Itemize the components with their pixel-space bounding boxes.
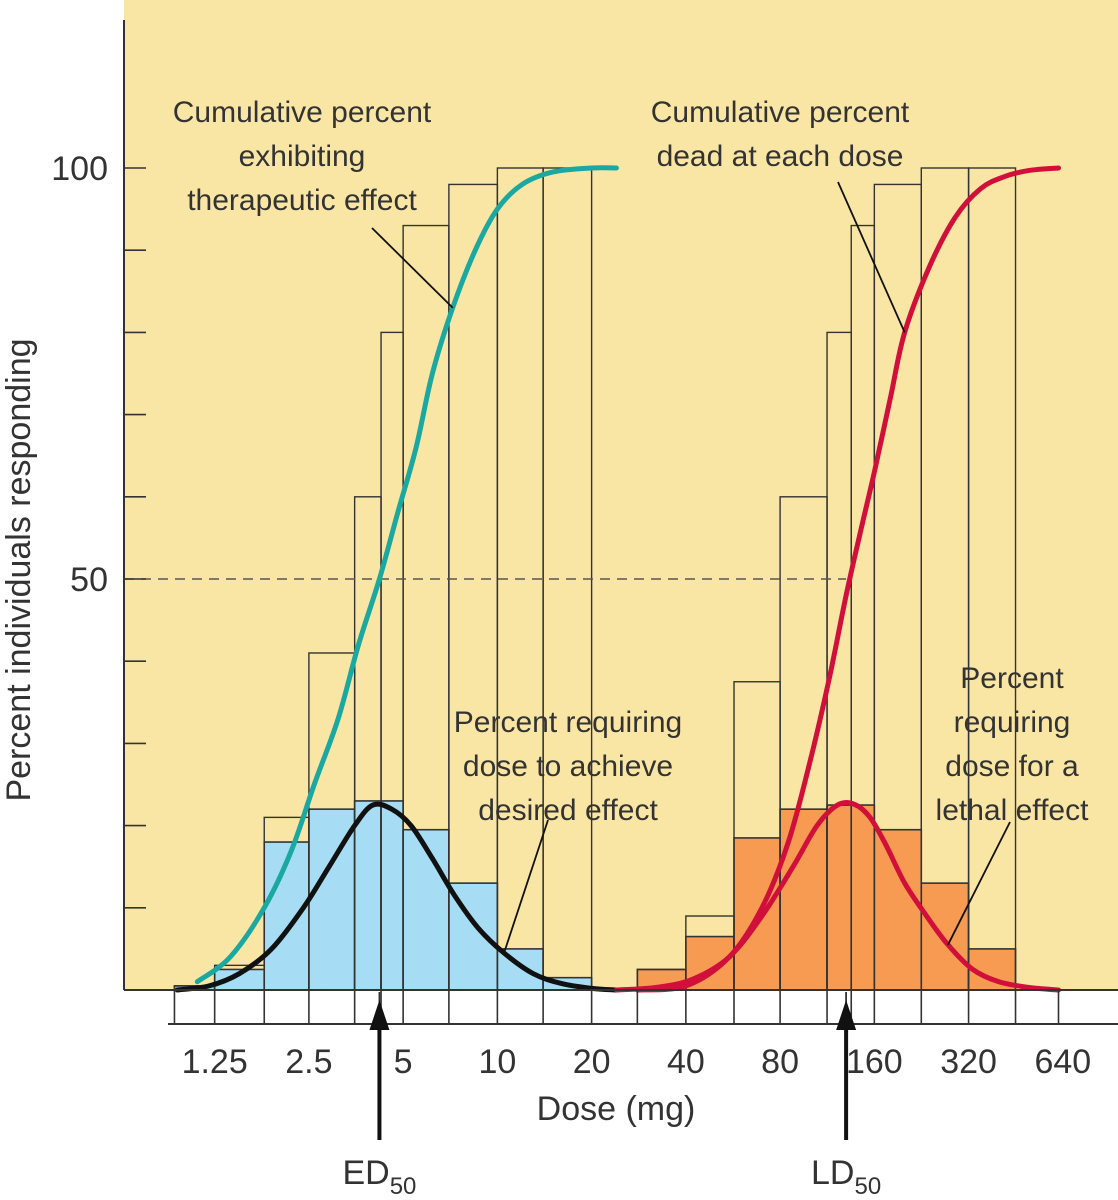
annotation-line: lethal effect: [936, 794, 1090, 827]
lethal-bell-curve: [613, 800, 1061, 993]
marker-label-main: LD: [811, 1154, 854, 1192]
annotation-leader: [947, 821, 1011, 946]
annotation-line: requiring: [954, 706, 1071, 739]
marker-label-sub: 50: [390, 1173, 417, 1200]
x-tick-label: 640: [1034, 1043, 1091, 1081]
x-tick-label: 160: [846, 1043, 903, 1081]
histogram-bar: [353, 800, 382, 991]
y-tick-label: 100: [51, 150, 108, 188]
x-tick-label: 320: [940, 1043, 997, 1081]
annotation-leader: [371, 227, 454, 309]
x-tick-label: 1.25: [182, 1043, 248, 1081]
annotation-line: Cumulative percent: [651, 96, 910, 129]
x-tick-label: 5: [394, 1043, 413, 1081]
histogram-bar: [920, 882, 970, 991]
x-axis-title: Dose (mg): [537, 1090, 696, 1128]
x-tick-label: 40: [667, 1043, 705, 1081]
y-tick-label: 50: [70, 561, 108, 599]
therapeutic-bell-curve: [174, 801, 619, 993]
annotation-line: dose for a: [945, 750, 1079, 783]
annotation-line: therapeutic effect: [187, 184, 417, 217]
annotation-line: Cumulative percent: [173, 96, 432, 129]
x-tick-label: 10: [478, 1043, 516, 1081]
marker-label: ED50: [342, 1154, 416, 1200]
annotation-line: dead at each dose: [657, 140, 904, 173]
therapeutic-cumulative-curve: [194, 165, 619, 985]
marker-arrowhead: [369, 1000, 390, 1030]
histogram-bar: [402, 828, 450, 991]
lethal-cumulative-curve: [634, 165, 1061, 993]
annotation-leader: [837, 181, 906, 333]
histogram-bar: [380, 800, 404, 991]
annotation-line: desired effect: [478, 794, 658, 827]
annotation-line: Percent: [960, 662, 1064, 695]
histogram-bar: [873, 828, 923, 991]
marker-label-sub: 50: [854, 1173, 881, 1200]
annotation-line: Percent requiring: [454, 706, 682, 739]
annotation-line: dose to achieve: [463, 750, 673, 783]
annotation-line: exhibiting: [239, 140, 366, 173]
plot-background: [124, 0, 1118, 990]
histogram-bar: [779, 808, 828, 991]
marker-label: LD50: [811, 1154, 881, 1200]
histogram-bar: [826, 804, 853, 991]
annotation-leader: [503, 819, 549, 954]
marker-label-main: ED: [342, 1154, 389, 1192]
marker-arrowhead: [836, 1000, 857, 1030]
histogram-bar: [850, 804, 876, 991]
x-tick-label: 80: [761, 1043, 799, 1081]
y-axis-title: Percent individuals responding: [0, 338, 38, 801]
x-tick-label: 2.5: [285, 1043, 332, 1081]
x-tick-label: 20: [573, 1043, 611, 1081]
